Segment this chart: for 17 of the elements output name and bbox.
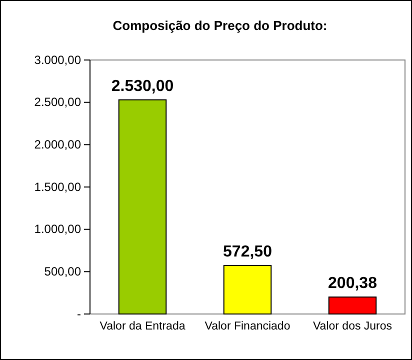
y-tick-label: 2.500,00: [34, 95, 82, 110]
chart-title: Composição do Preço do Produto:: [112, 18, 328, 33]
y-tick-label: 2.000,00: [34, 138, 82, 152]
data-label: 200,38: [328, 275, 378, 292]
bar: [118, 99, 167, 314]
y-tick-label: 1.500,00: [34, 180, 82, 194]
data-label: 2.530,00: [111, 78, 174, 95]
y-tick-label: 3.000,00: [34, 52, 82, 67]
x-tick-label: Valor Financiado: [204, 320, 290, 333]
y-tick-label: -: [77, 306, 81, 321]
bar: [223, 265, 272, 314]
data-label: 572,50: [223, 244, 272, 261]
y-tick-label: 500,00: [44, 264, 82, 279]
y-tick-label: 1.000,00: [34, 222, 82, 236]
bar: [328, 296, 377, 314]
x-tick-label: Valor dos Juros: [312, 320, 392, 333]
x-tick-label: Valor da Entrada: [100, 320, 186, 333]
